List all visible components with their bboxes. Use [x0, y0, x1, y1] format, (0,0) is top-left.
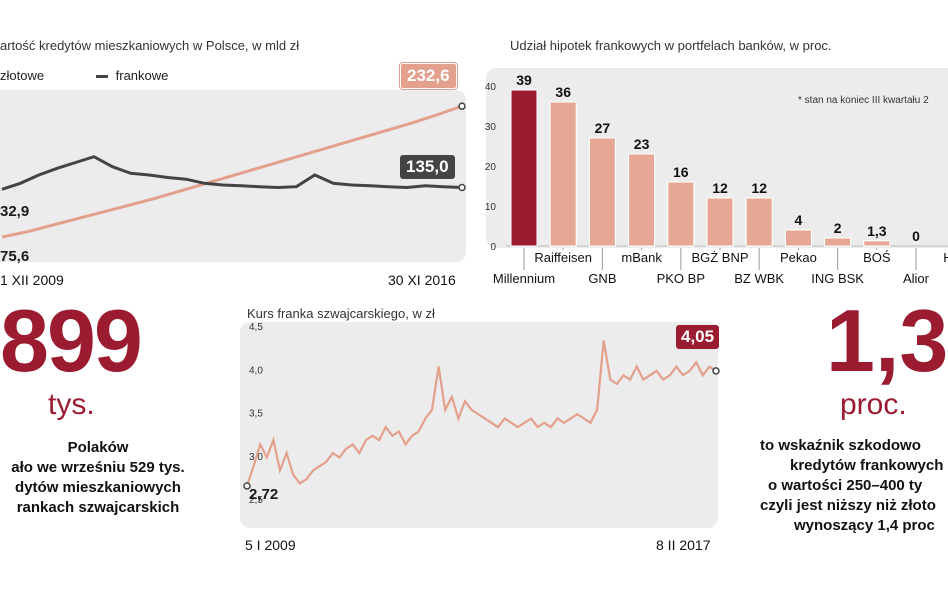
stat-right-line: kredytów frankowych: [790, 457, 944, 474]
bar-category-label: Millennium: [493, 271, 555, 286]
bar-category-label: Alior: [903, 271, 930, 286]
chf-x-start: 5 I 2009: [245, 537, 296, 553]
bar-category-label: BGŻ BNP: [691, 250, 748, 265]
bar-category-label: BZ WBK: [734, 271, 784, 286]
stat-left-line: rankach szwajcarskich: [16, 499, 180, 516]
stat-right-number: 1,3: [826, 291, 948, 390]
zlotowe-start-label: 75,6: [0, 248, 30, 265]
loans-chart-area: [0, 90, 466, 262]
legend-frankowe: frankowe: [96, 68, 168, 83]
chf-chart-area: [240, 322, 718, 528]
stat-right-line: to wskaźnik szkodowo: [760, 437, 921, 454]
stat-right-unit: proc.: [840, 388, 907, 421]
bar-category-label: mBank: [621, 250, 662, 265]
stat-left-line: dytów mieszkaniowych: [15, 479, 181, 496]
stat-left-text: Polaków ało we wrześniu 529 tys. dytów m…: [0, 438, 196, 518]
bar-category-label: BOŚ: [863, 250, 891, 265]
loans-chart-svg: [1, 102, 466, 239]
series-zlotowe-end-dot: [458, 102, 466, 110]
legend-line-swatch: [96, 75, 108, 79]
chf-start-label: 2,72: [249, 486, 279, 503]
banks-note: * stan na koniec III kwartału 2: [798, 95, 929, 106]
legend-zlotowe: złotowe: [0, 68, 44, 83]
loans-x-end: 30 XI 2016: [388, 272, 456, 288]
legend-zlotowe-label: złotowe: [0, 68, 45, 83]
legend-frankowe-label: frankowe: [115, 68, 169, 83]
zlotowe-end-badge: 232,6: [400, 63, 457, 89]
chf-chart-title: Kurs franka szwajcarskiego, w zł: [247, 306, 435, 321]
frankowe-start-label: 32,9: [0, 203, 30, 220]
bar-category-label: Han: [943, 250, 948, 265]
loans-x-start: 1 XII 2009: [0, 272, 64, 288]
stat-right-line: czyli jest niższy niż złoto: [760, 497, 936, 514]
stat-right-line: wynoszący 1,4 proc: [794, 517, 935, 534]
frankowe-end-badge: 135,0: [400, 155, 455, 179]
bar-category-label: GNB: [588, 271, 616, 286]
chf-x-end: 8 II 2017: [656, 537, 711, 553]
bar-category-label: Pekao: [780, 250, 817, 265]
chf-end-badge: 4,05: [676, 325, 720, 349]
bar-category-label: PKO BP: [657, 271, 705, 286]
stat-right-text: to wskaźnik szkodowo kredytów frankowych…: [760, 436, 948, 536]
series-frankowe-end-dot: [458, 183, 466, 192]
banks-chart-title: Udział hipotek frankowych w portfelach b…: [510, 38, 832, 53]
stat-left-line: ało we wrześniu 529 tys.: [11, 459, 185, 476]
loans-chart-title: artość kredytów mieszkaniowych w Polsce,…: [0, 38, 300, 53]
stat-left-unit: tys.: [48, 388, 95, 421]
stat-left-line: Polaków: [67, 439, 129, 456]
stat-right-line: o wartości 250–400 ty: [768, 477, 923, 494]
bar-category-label: Raiffeisen: [534, 250, 592, 265]
series-zlotowe-line: [1, 104, 463, 239]
series-frankowe-line: [1, 155, 463, 191]
bar-category-label: ING BSK: [811, 271, 864, 286]
stat-left-number: 899: [0, 291, 143, 390]
